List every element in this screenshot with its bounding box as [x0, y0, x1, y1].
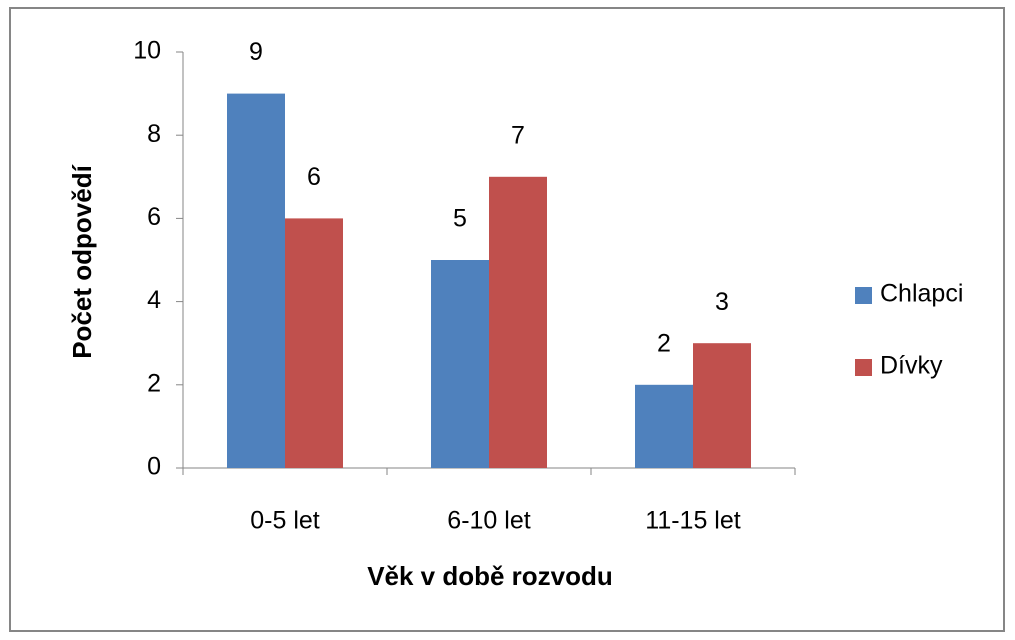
bar [635, 384, 693, 468]
y-tick-label: 10 [133, 37, 161, 65]
y-tick-label: 4 [147, 286, 161, 314]
data-label: 2 [657, 329, 671, 357]
y-axis-title: Počet odpovědí [67, 164, 97, 358]
bar [285, 218, 343, 468]
bar [431, 260, 489, 468]
x-tick-label: 0-5 let [250, 507, 320, 535]
y-tick-label: 6 [147, 203, 161, 231]
data-label: 9 [249, 38, 263, 66]
y-tick-label: 8 [147, 120, 161, 148]
legend-swatch [855, 359, 872, 376]
y-tick-label: 0 [147, 453, 161, 481]
bar [489, 176, 547, 469]
legend-label: Dívky [880, 352, 943, 380]
data-label: 7 [511, 121, 525, 149]
bar [227, 93, 285, 468]
legend-label: Chlapci [880, 280, 963, 308]
data-label: 6 [307, 163, 321, 191]
data-label: 5 [453, 205, 467, 233]
bar [693, 343, 751, 468]
y-tick-label: 2 [147, 369, 161, 397]
legend-swatch [855, 287, 872, 304]
x-axis-title: Věk v době rozvodu [367, 561, 613, 591]
x-tick-label: 6-10 let [447, 507, 530, 535]
data-label: 3 [715, 288, 729, 316]
x-tick-label: 11-15 let [645, 507, 740, 535]
